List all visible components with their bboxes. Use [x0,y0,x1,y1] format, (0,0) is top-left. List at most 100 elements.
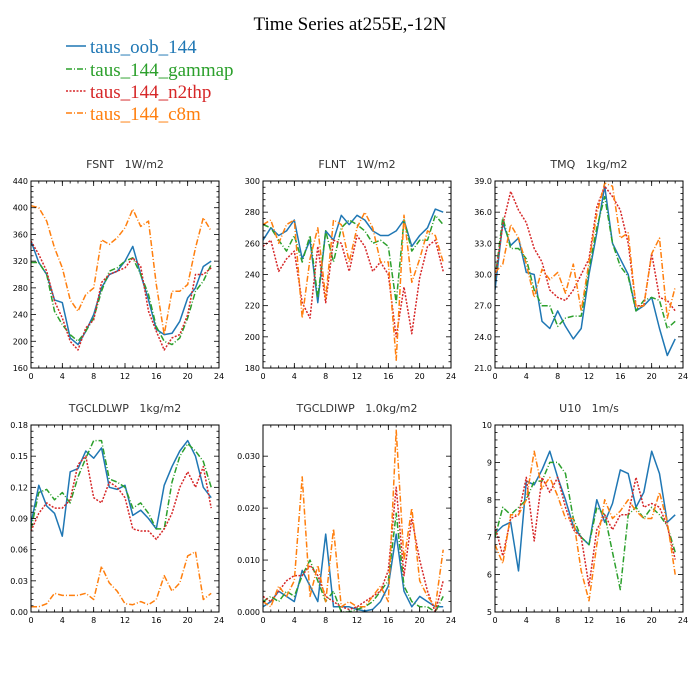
y-tick-label: 200 [245,333,260,342]
figure-title: Time Series at255E,-12N [254,14,447,35]
y-tick-label: 0.020 [237,504,260,513]
x-tick-label: 4 [524,616,529,625]
x-tick-label: 8 [555,372,560,381]
series-line-taus-144-gammap [31,439,212,530]
y-tick-label: 0.06 [10,546,28,555]
y-tick-label: 8 [487,496,492,505]
x-tick-label: 12 [352,372,362,381]
series-line-taus-144-gammap [495,461,676,591]
x-tick-label: 8 [323,372,328,381]
panels: FSNT 1W/m20 4 8 12 16 20 241602002402803203604… [10,158,688,625]
y-tick-label: 30.0 [474,271,492,280]
x-tick-label: 4 [524,372,529,381]
x-tick-label: 20 [183,616,193,625]
x-tick-label: 0 [28,372,33,381]
x-tick-label: 20 [415,616,425,625]
series-line-taus-144-n2thp [495,476,676,587]
chart-panel: U10 1m/s 0 4 8 12 16 20 24 5 6 7 8 9 10 [482,402,688,625]
series-line-taus-144-c8m [31,550,212,608]
y-tick-label: 260 [245,239,260,248]
y-tick-label: 220 [245,302,260,311]
x-tick-label: 20 [647,616,657,625]
y-tick-label: 0.09 [10,515,28,524]
x-tick-label: 0 [492,372,497,381]
x-tick-label: 4 [292,372,297,381]
series-line-taus-144-c8m [263,211,444,361]
series-line-taus-oob-144 [495,450,676,572]
chart-panel: TGCLDIWP 1.0kg/m2 0 4 8 12 16 20 24 0.000 0.010 0.… [237,402,456,625]
panel-title: TGCLDLWP 1kg/m2 [68,402,181,415]
legend-item: taus_oob_144 [66,37,197,58]
y-tick-label: 21.0 [474,364,492,373]
series-line-taus-144-c8m [495,450,676,602]
y-tick-label: 0.03 [10,577,28,586]
x-tick-label: 24 [214,616,224,625]
series-line-taus-oob-144 [31,240,212,346]
series-line-taus-oob-144 [495,185,676,357]
x-tick-label: 8 [555,616,560,625]
y-tick-label: 24.0 [474,333,492,342]
x-tick-label: 16 [383,372,393,381]
x-tick-label: 20 [647,372,657,381]
x-tick-label: 20 [183,372,193,381]
panel-title: TMQ 1kg/m2 [549,158,627,171]
x-tick-label: 16 [615,372,625,381]
chart-panel: FLNT 1W/m2 0 4 8 12 16 20 24 180 200 220 240 260 280 3… [245,158,456,381]
y-tick-label: 240 [245,271,260,280]
y-tick-label: 27.0 [474,302,492,311]
y-tick-label: 160 [13,364,28,373]
x-tick-label: 0 [28,616,33,625]
y-tick-label: 280 [245,208,260,217]
legend-item: taus_144_n2thp [66,82,211,103]
series-line-taus-oob-144 [31,439,212,537]
y-tick-label: 0.18 [10,421,28,430]
x-tick-label: 16 [615,616,625,625]
series-line-taus-144-c8m [263,429,444,608]
y-tick-label: 39.0 [474,177,492,186]
y-tick-label: 6 [487,571,492,580]
y-tick-label: 36.0 [474,208,492,217]
y-tick-label: 9 [487,458,492,467]
x-tick-label: 24 [446,372,456,381]
y-tick-label: 360 [13,230,28,239]
panel-title: TGCLDIWP 1.0kg/m2 [295,402,417,415]
y-tick-label: 300 [245,177,260,186]
y-tick-label: 5 [487,608,492,617]
series-line-taus-oob-144 [263,533,444,612]
legend-item: taus_144_gammap [66,60,234,81]
chart-panel: TGCLDLWP 1kg/m2 0 4 8 12 16 20 24 0.00 0.03 0.06 0.… [10,402,224,625]
panel-title: FLNT 1W/m2 [318,158,395,171]
y-tick-label: 0.00 [10,608,28,617]
legend-label: taus_144_n2thp [90,82,211,103]
y-tick-label: 400 [13,204,28,213]
series-line-taus-144-n2thp [263,486,444,612]
x-tick-label: 12 [120,616,130,625]
x-tick-label: 4 [60,372,65,381]
x-tick-label: 16 [151,616,161,625]
legend-label: taus_144_c8m [90,104,201,125]
y-tick-label: 200 [13,337,28,346]
x-tick-label: 16 [151,372,161,381]
x-tick-label: 12 [584,616,594,625]
x-tick-label: 24 [678,616,688,625]
x-tick-label: 0 [260,616,265,625]
x-tick-label: 4 [292,616,297,625]
panel-title: U10 1m/s [559,402,619,415]
legend-label: taus_oob_144 [90,37,197,58]
chart-panel: FSNT 1W/m2 0 4 8 12 16 20 24 160 200 240 280 320 360 4… [13,158,224,381]
x-tick-label: 24 [214,372,224,381]
y-tick-label: 0.000 [237,608,260,617]
chart-panel: TMQ 1kg/m2 0 4 8 12 16 20 24 21.0 24.0 27.0 30.0 33.… [474,158,688,381]
legend-label: taus_144_gammap [90,60,234,81]
series-line-taus-144-n2thp [263,234,444,338]
y-tick-label: 7 [487,533,492,542]
x-tick-label: 24 [446,616,456,625]
legend: taus_oob_144 taus_144_gammap taus_144_n2… [66,37,234,125]
x-tick-label: 16 [383,616,393,625]
y-tick-label: 0.010 [237,556,260,565]
x-tick-label: 20 [415,372,425,381]
series-line-taus-144-gammap [31,257,212,346]
x-tick-label: 4 [60,616,65,625]
series-line-taus-144-gammap [263,214,444,304]
